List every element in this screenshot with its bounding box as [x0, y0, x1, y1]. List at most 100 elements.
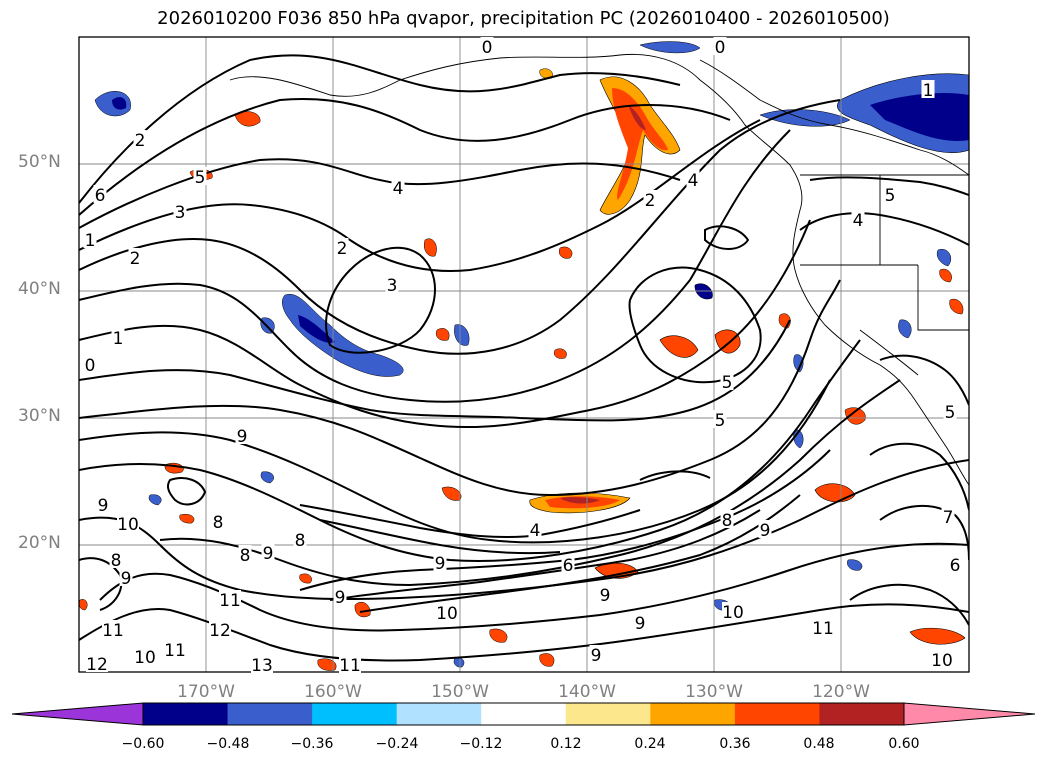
contour-label-bg: [173, 202, 187, 220]
contour-label: 8: [240, 546, 251, 566]
contour-label-bg: [812, 618, 834, 636]
contour-label-bg: [102, 620, 124, 638]
contour-label-bg: [119, 568, 133, 586]
precip-fills: [79, 41, 969, 671]
contour-label: 9: [760, 521, 771, 541]
lat-label-30n: 30°N: [18, 406, 61, 426]
contour-label-bg: [722, 602, 744, 620]
plot-frame: [78, 36, 970, 673]
contour-label: 9: [635, 614, 646, 634]
contour-label-bg: [436, 603, 458, 621]
contour-label-bg: [238, 545, 252, 563]
contour-label: 13: [251, 656, 273, 676]
plot-area: [79, 37, 969, 672]
contour-label-bg: [720, 510, 734, 528]
contour-label-bg: [193, 167, 207, 185]
colorbar-tick-label: 0.36: [719, 736, 751, 752]
contour-label-bg: [251, 655, 273, 673]
colorbar-tick-label: 0.60: [888, 736, 920, 752]
contour-label: 5: [715, 411, 726, 431]
contour-label-bg: [83, 355, 97, 373]
contour-label-bg: [96, 495, 110, 513]
contour-label-bg: [941, 507, 955, 525]
contour-label: 12: [209, 621, 231, 641]
contour-label-bg: [921, 80, 935, 98]
contour-label-bg: [211, 512, 225, 530]
contour-label: 9: [335, 588, 346, 608]
contour-label: 2: [130, 249, 141, 269]
contour-label-bg: [335, 238, 349, 256]
contour-label: 10: [931, 651, 953, 671]
contour-label: 5: [945, 403, 956, 423]
contour-label: 11: [219, 591, 241, 611]
contour-label-bg: [948, 555, 962, 573]
contour-label: 11: [339, 656, 361, 676]
colorbar-segment: [819, 703, 905, 725]
contour-label: 1: [85, 231, 96, 251]
lon-label-140w: 140°W: [558, 682, 616, 702]
contour-label-bg: [720, 372, 734, 390]
contour-label: 2: [645, 191, 656, 211]
colorbar-extend-low: [11, 702, 144, 726]
contour-label-bg: [293, 530, 307, 548]
contour-label: 11: [102, 621, 124, 641]
contour-label: 10: [134, 648, 156, 668]
lon-label-170w: 170°W: [177, 682, 235, 702]
contour-label: 2: [135, 131, 146, 151]
contour-label: 10: [722, 603, 744, 623]
contour-label-bg: [86, 654, 108, 672]
contour-label-bg: [333, 587, 347, 605]
colorbar-tick-label: −0.24: [375, 736, 419, 752]
contour-label-bg: [883, 185, 897, 203]
colorbar-segment: [734, 703, 820, 725]
contour-label-bg: [589, 645, 603, 663]
contour-label-bg: [713, 37, 727, 55]
contour-label: 10: [436, 604, 458, 624]
colorbar-tick-label: −0.36: [290, 736, 334, 752]
contour-label: 1: [113, 329, 124, 349]
lat-label-50n: 50°N: [18, 152, 61, 172]
contour-label-bg: [391, 178, 405, 196]
contour-label: 0: [715, 38, 726, 58]
contour-label-bg: [83, 230, 97, 248]
contour-label-bg: [219, 590, 241, 608]
contour-label-bg: [561, 555, 575, 573]
contour-label: 5: [722, 373, 733, 393]
contour-label: 11: [164, 641, 186, 661]
contour-label-bg: [261, 543, 275, 561]
contour-label: 12: [86, 655, 108, 675]
contour-label-bg: [134, 647, 156, 665]
contour-label-bg: [133, 130, 147, 148]
contour-label-bg: [758, 520, 772, 538]
contour-label-bg: [209, 620, 231, 638]
contour-label: 10: [117, 515, 139, 535]
colorbar-segment: [481, 703, 567, 725]
lat-label-20n: 20°N: [18, 533, 61, 553]
colorbar-segment: [227, 703, 313, 725]
colorbar-segment: [312, 703, 398, 725]
contour-label: 4: [530, 521, 541, 541]
contour-label-bg: [128, 248, 142, 266]
contour-label-bg: [598, 585, 612, 603]
contour-label-bg: [235, 426, 249, 444]
contour-label: 6: [95, 186, 106, 206]
colorbar-tick-label: −0.60: [121, 736, 165, 752]
contour-label-bg: [851, 210, 865, 228]
colorbar-segment: [565, 703, 651, 725]
contour-label-bg: [713, 410, 727, 428]
contour-label-bg: [164, 640, 186, 658]
colorbar-tick-label: −0.12: [459, 736, 503, 752]
map-title: 2026010200 F036 850 hPa qvapor, precipit…: [157, 8, 890, 29]
contour-label: 11: [812, 619, 834, 639]
contour-label: 5: [195, 168, 206, 188]
contour-label: 9: [435, 554, 446, 574]
contour-label-bg: [109, 550, 123, 568]
colorbar-segment: [650, 703, 736, 725]
contour-label: 9: [98, 496, 109, 516]
contour-label: 8: [213, 513, 224, 533]
contour-label: 0: [85, 356, 96, 376]
lat-label-40n: 40°N: [18, 279, 61, 299]
colorbar-tick-label: −0.48: [206, 736, 250, 752]
